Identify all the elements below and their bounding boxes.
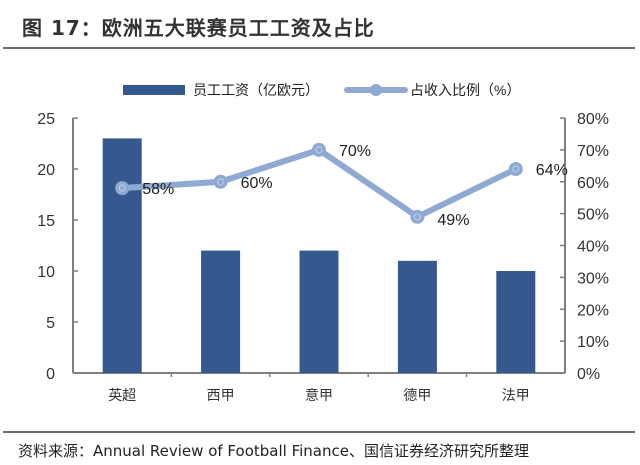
ratio-marker [312, 142, 326, 157]
bar [299, 250, 339, 373]
source-note: 资料来源：Annual Review of Football Finance、国… [18, 442, 529, 460]
legend-line-label: 占收入比例（%） [410, 82, 520, 98]
x-axis-category-label: 英超 [108, 387, 136, 403]
ratio-data-label: 49% [437, 212, 469, 229]
chart: 员工工资（亿欧元） 占收入比例（%） 0 5 10 15 20 25 0% 10% 20% 30%… [37, 82, 609, 403]
left-axis-tick-label: 20 [37, 162, 55, 179]
ratio-marker [508, 162, 523, 176]
legend-bar-swatch [123, 85, 185, 95]
x-axis-category-label: 西甲 [207, 387, 235, 403]
right-axis-tick-label: 60% [577, 175, 609, 192]
ratio-marker [115, 181, 130, 196]
bar-series [102, 138, 536, 373]
x-axis-category-label: 法甲 [502, 387, 530, 403]
right-axis-tick-label: 0% [577, 366, 600, 383]
right-axis-tick-label: 30% [577, 270, 609, 287]
left-axis-tick-label: 5 [46, 315, 55, 332]
bar [102, 138, 142, 373]
bar [201, 250, 241, 373]
title-divider [3, 47, 635, 49]
legend-line-marker [370, 84, 382, 96]
legend: 员工工资（亿欧元） 占收入比例（%） [123, 82, 520, 98]
right-axis-tick-label: 80% [577, 111, 609, 128]
ratio-line [122, 146, 518, 220]
right-axis-tick-label: 40% [577, 239, 609, 256]
ratio-data-label: 60% [241, 175, 273, 192]
right-axis-tick-label: 50% [577, 207, 609, 224]
figure-title: 图 17：欧洲五大联赛员工工资及占比 [22, 16, 375, 40]
axes: 0 5 10 15 20 25 0% 10% 20% 30% 40% 50% 60% 70% 80% 英超 西甲… [37, 111, 609, 403]
left-axis-tick-label: 15 [37, 213, 55, 230]
ratio-marker [410, 209, 425, 224]
ratio-data-label: 64% [536, 162, 568, 179]
ratio-marker [213, 174, 228, 189]
legend-bar-label: 员工工资（亿欧元） [193, 82, 319, 98]
left-axis-tick-label: 0 [46, 366, 55, 383]
bar [397, 260, 437, 373]
bar [496, 271, 536, 373]
left-axis-tick-label: 25 [37, 111, 55, 128]
right-axis-tick-label: 20% [577, 302, 609, 319]
line-series: 58% 60% 70% 49% 64% [115, 142, 568, 229]
left-axis-tick-label: 10 [37, 264, 55, 281]
ratio-data-label: 58% [142, 181, 174, 198]
ratio-data-label: 70% [339, 143, 371, 160]
source-divider [3, 431, 635, 433]
x-axis-category-label: 德甲 [403, 387, 431, 403]
x-axis-category-label: 意甲 [305, 387, 333, 403]
figure-header: 图 17：欧洲五大联赛员工工资及占比 [0, 0, 640, 48]
right-axis-tick-label: 70% [577, 143, 609, 160]
right-axis-tick-label: 10% [577, 334, 609, 351]
